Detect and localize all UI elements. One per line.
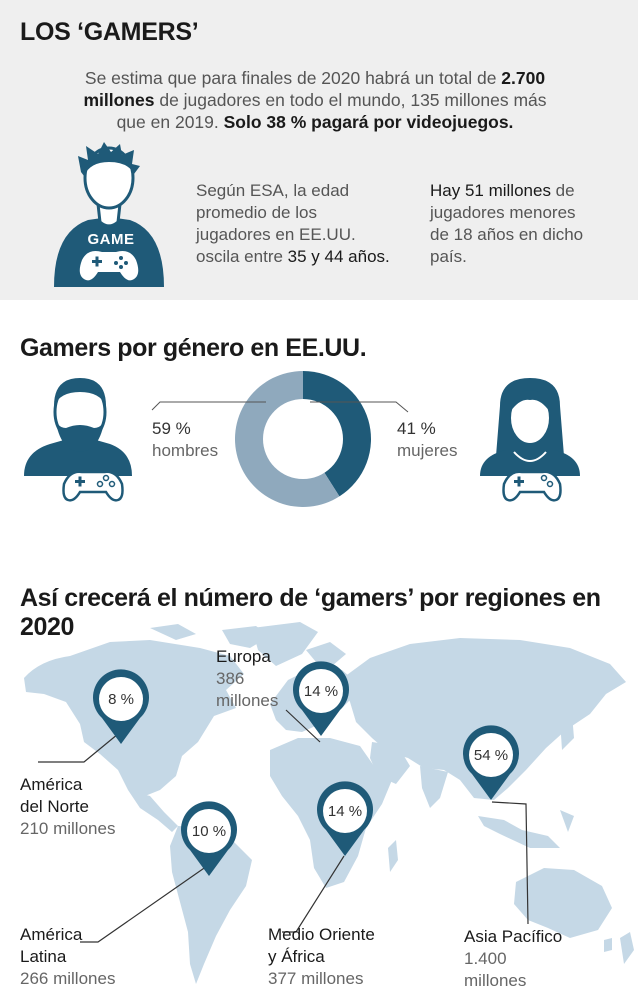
intro-text: Se estima que para finales de 2020 habrá… <box>80 67 550 133</box>
intro-highlight1: 2.700 millones <box>83 68 546 110</box>
pin-asia-pacific <box>463 725 519 800</box>
woman-icon <box>480 378 580 502</box>
men-percent: 59 % <box>152 419 191 438</box>
intro-highlight2: Solo 38 % pagará por videojuegos. <box>223 112 514 132</box>
donut-leader-lines <box>151 401 409 413</box>
region-latin-america-name2: Latina <box>20 947 67 966</box>
esa-highlight: 35 y 44 años. <box>287 247 390 266</box>
minors-highlight: Hay 51 millones <box>430 181 551 200</box>
region-latin-america-name1: América <box>20 925 83 944</box>
region-mea-name2: y África <box>268 947 325 966</box>
region-europe-name1: Europa <box>216 647 271 666</box>
esa-part1: Según ESA, la edad promedio de los jugad… <box>196 181 356 266</box>
gender-donut-chart <box>234 371 371 507</box>
regions-heading: Así crecerá el número de ‘gamers’ por re… <box>20 584 601 641</box>
region-north-america-name2: del Norte <box>20 797 89 816</box>
pin-middle-east-africa <box>317 781 373 856</box>
minors-part1: de jugadores menores de 18 años en dicho… <box>430 181 584 266</box>
region-europe-value2: millones <box>216 691 279 710</box>
pin-latin-america <box>181 801 237 876</box>
region-europe-value1: 386 <box>216 669 245 688</box>
pin-asia-pacific-label: 54 % <box>473 747 509 764</box>
region-asia-pacific-value1: 1.400 <box>464 949 507 968</box>
pin-north-america-label: 8 % <box>108 691 134 708</box>
man-icon <box>24 378 132 502</box>
pin-europe-label: 14 % <box>303 683 339 700</box>
gamer-badge-label: GAME <box>87 231 135 248</box>
region-europe: Europa 386 millones <box>216 646 278 712</box>
esa-text: Según ESA, la edad promedio de los jugad… <box>196 180 396 268</box>
page-title: LOS ‘GAMERS’ <box>20 18 199 46</box>
region-north-america-value: 210 millones <box>20 819 116 838</box>
gender-heading: Gamers por género en EE.UU. <box>20 334 367 362</box>
pin-north-america <box>93 669 149 744</box>
region-latin-america: América Latina 266 millones <box>20 924 115 990</box>
intro-part1: Se estima que para finales de 2020 habrá… <box>84 68 502 88</box>
intro-part2: de jugadores en todo el mundo, 135 millo… <box>116 90 547 132</box>
region-north-america: América del Norte 210 millones <box>20 774 115 840</box>
region-asia-pacific-name1: Asia Pacífico <box>464 927 563 946</box>
minors-text: Hay 51 millones de jugadores menores de … <box>430 180 590 268</box>
pin-europe <box>293 661 349 736</box>
pin-middle-east-africa-label: 14 % <box>327 803 363 820</box>
men-label: hombres <box>152 441 219 460</box>
region-mea-value: 377 millones <box>268 969 364 988</box>
region-asia-pacific-value2: millones <box>464 971 527 990</box>
region-asia-pacific: Asia Pacífico 1.400 millones <box>464 926 562 992</box>
women-label: mujeres <box>397 441 458 460</box>
region-middle-east-africa: Medio Oriente y África 377 millones <box>268 924 375 990</box>
region-mea-name1: Medio Oriente <box>268 925 375 944</box>
gamer-icon <box>54 142 164 287</box>
women-percent: 41 % <box>397 419 436 438</box>
pin-latin-america-label: 10 % <box>191 823 227 840</box>
region-latin-america-value: 266 millones <box>20 969 116 988</box>
region-north-america-name1: América <box>20 775 83 794</box>
